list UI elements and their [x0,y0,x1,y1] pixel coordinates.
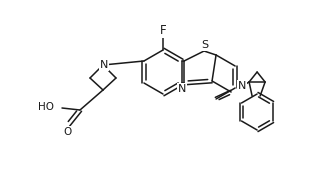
Text: N: N [238,81,246,91]
Text: HO: HO [38,102,54,112]
Text: O: O [63,127,71,137]
Text: S: S [202,40,208,50]
Text: F: F [160,24,166,37]
Text: N: N [100,60,108,70]
Text: N: N [178,84,186,94]
